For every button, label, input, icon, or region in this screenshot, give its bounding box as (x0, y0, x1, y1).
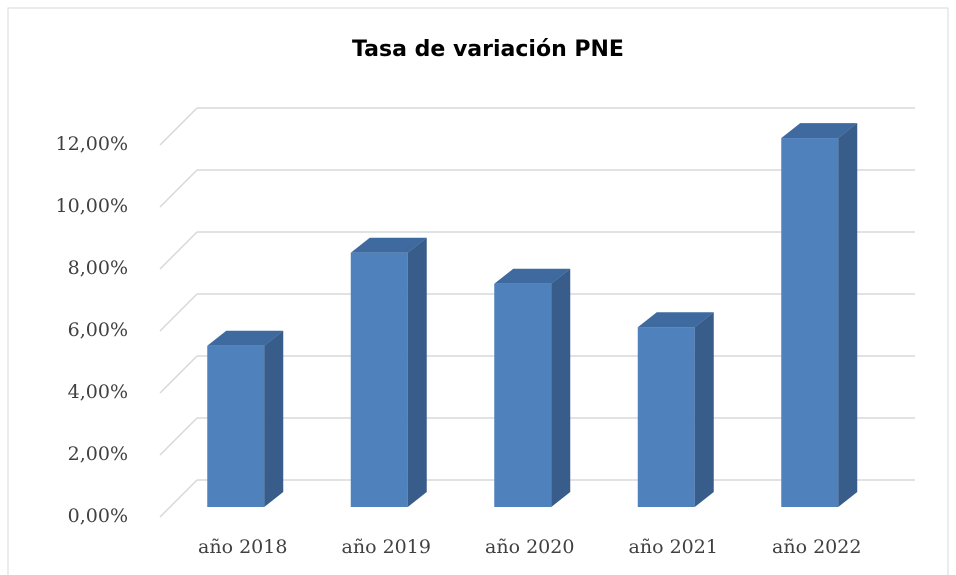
y-tick-label: 0,00% (68, 505, 128, 527)
bar-side (551, 268, 571, 507)
chart-title: Tasa de variación PNE (352, 37, 624, 62)
bar-side (838, 123, 858, 507)
x-tick-label: año 2018 (198, 536, 287, 558)
x-tick-label: año 2020 (485, 536, 574, 558)
bar (494, 283, 552, 507)
bar-top (350, 237, 427, 253)
bar-top (637, 312, 714, 328)
grid-line-side (159, 231, 198, 270)
bar-top (781, 123, 858, 139)
x-tick-label: año 2022 (772, 536, 861, 558)
y-tick-label: 8,00% (68, 257, 128, 279)
bar-top (494, 268, 571, 284)
y-tick-label: 2,00% (68, 443, 128, 465)
bar-side (694, 312, 714, 507)
grid-line-side (159, 355, 198, 394)
y-tick-label: 10,00% (56, 195, 128, 217)
bar (350, 252, 408, 507)
grid-line-side (159, 107, 198, 146)
y-tick-label: 12,00% (56, 133, 128, 155)
bar-side (407, 237, 427, 508)
grid-line-side (159, 169, 198, 208)
bar (637, 327, 695, 507)
grid-line-side (159, 293, 198, 332)
grid-line-side (159, 417, 198, 456)
bar (781, 138, 839, 507)
y-tick-label: 4,00% (68, 381, 128, 403)
bar-side (264, 330, 284, 507)
x-tick-label: año 2019 (342, 536, 431, 558)
bar-top (207, 330, 284, 346)
bar (207, 345, 265, 507)
x-tick-label: año 2021 (629, 536, 718, 558)
grid-line-side (159, 479, 198, 518)
y-tick-label: 6,00% (68, 319, 128, 341)
